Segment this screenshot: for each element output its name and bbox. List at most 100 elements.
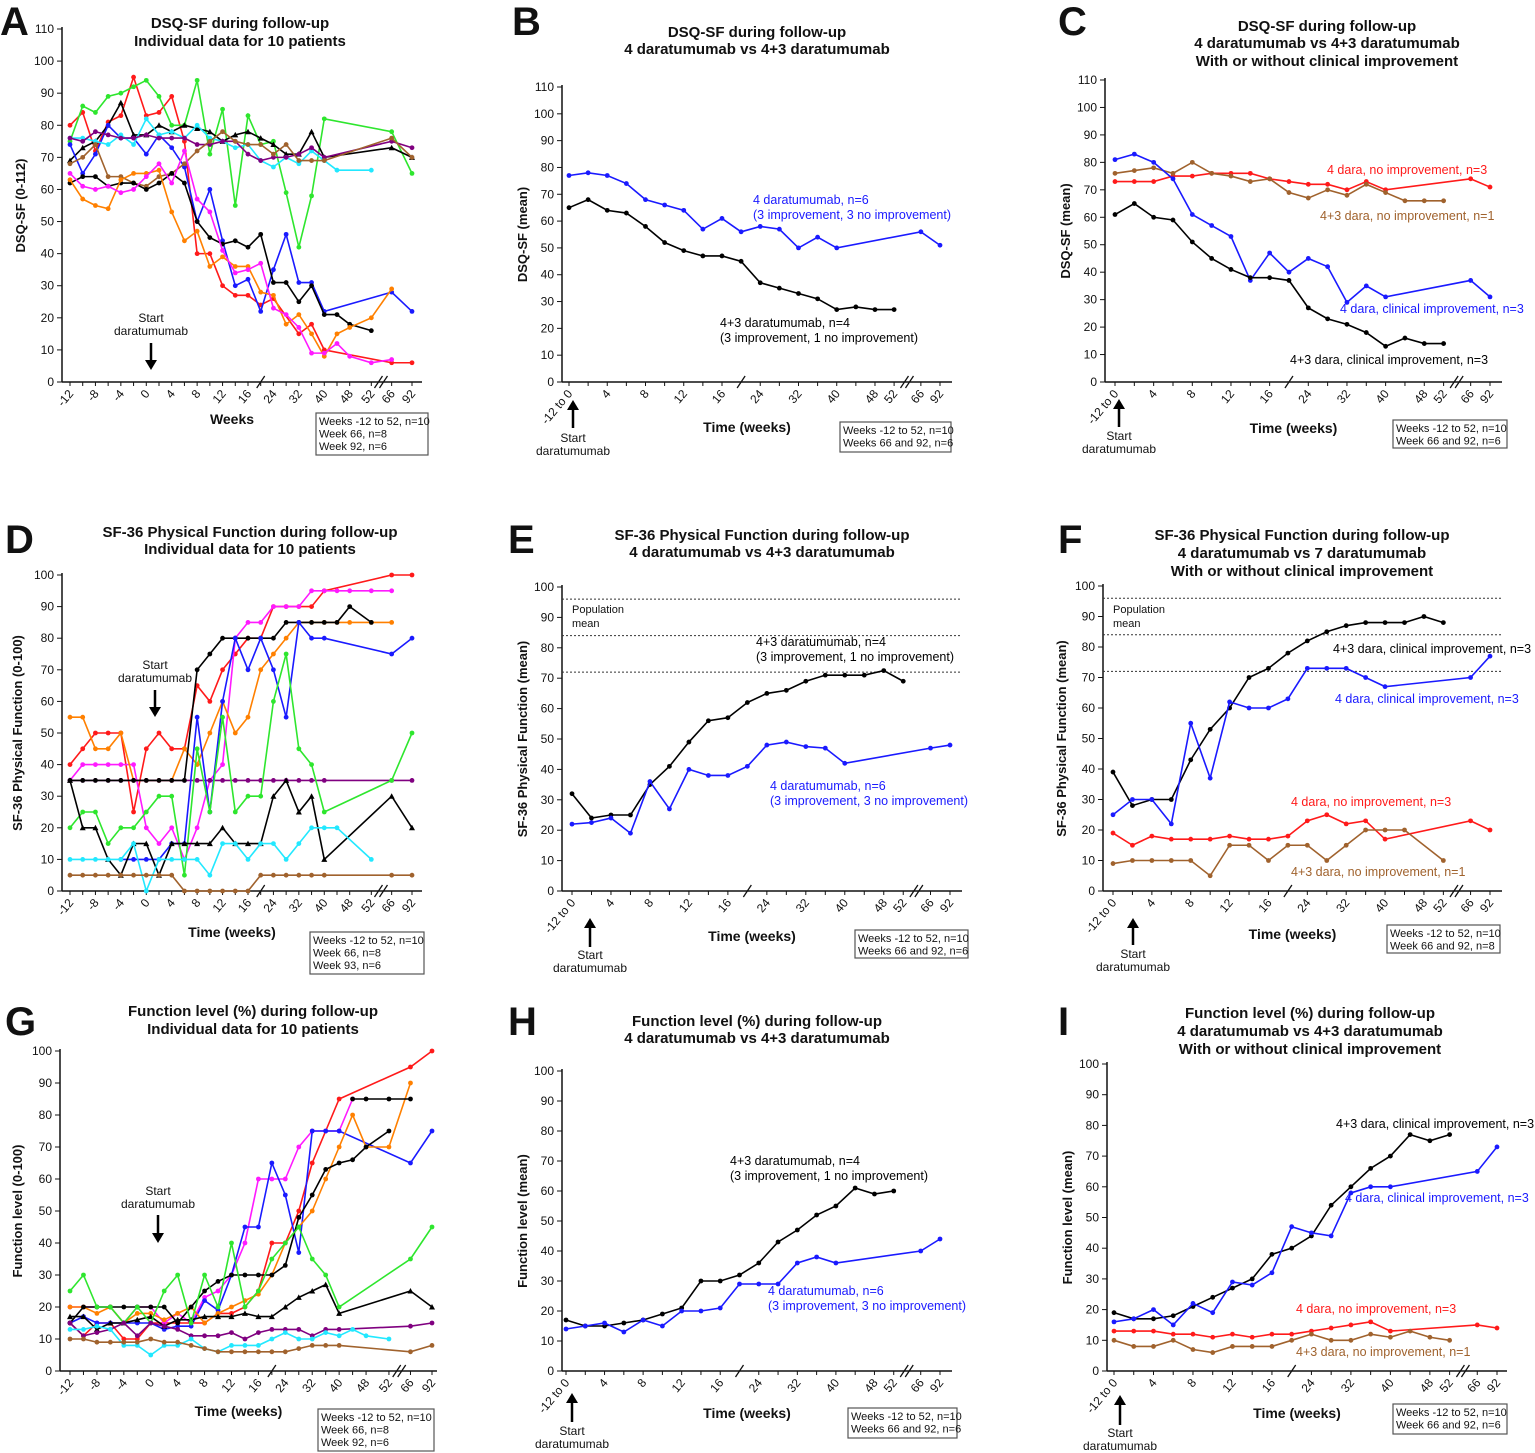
chart-title: Individual data for 10 patients — [144, 541, 356, 558]
data-point — [408, 1323, 413, 1329]
data-point — [220, 283, 225, 289]
data-point — [409, 171, 415, 176]
y-tick-label: 10 — [541, 348, 555, 362]
data-point — [1344, 299, 1350, 305]
data-point — [156, 778, 162, 783]
data-point — [602, 1320, 607, 1326]
data-point — [80, 196, 86, 202]
data-point — [1149, 797, 1155, 802]
y-tick-label: 90 — [541, 610, 555, 624]
data-point — [1246, 675, 1252, 680]
x-tick-label: 66 — [1458, 896, 1478, 915]
data-point — [1228, 234, 1234, 239]
data-point — [1151, 1307, 1156, 1312]
x-axis-label: Time (weeks) — [188, 924, 276, 940]
data-point — [220, 248, 225, 253]
data-point — [822, 745, 828, 751]
data-point — [1249, 1282, 1255, 1288]
data-point — [1151, 179, 1157, 184]
data-point — [918, 1248, 924, 1254]
x-tick-label: 66 — [397, 1376, 417, 1395]
y-tick-label: 60 — [1082, 701, 1096, 715]
series-line — [70, 826, 372, 894]
start-annotation: daratumumab — [118, 671, 192, 685]
data-point — [350, 1327, 356, 1332]
data-point — [269, 1272, 275, 1278]
x-tick-label: 12 — [1218, 387, 1238, 406]
arrow-up-icon — [1113, 399, 1125, 409]
y-tick-label: 90 — [541, 1094, 555, 1108]
data-point — [143, 746, 149, 752]
y-tick-label: 20 — [39, 1300, 53, 1314]
data-point — [336, 1096, 342, 1102]
data-point — [409, 872, 415, 878]
y-tick-label: 70 — [39, 1140, 53, 1154]
y-tick-label: 90 — [41, 600, 55, 614]
data-point — [667, 806, 672, 812]
sample-size-note: Weeks -12 to 52, n=10 — [321, 1412, 432, 1424]
data-point — [1111, 1337, 1117, 1343]
series-label: 4 dara, clinical improvement, n=3 — [1340, 302, 1524, 316]
data-point — [81, 1336, 86, 1342]
x-tick-label: 92 — [1477, 896, 1497, 915]
data-point — [1309, 1331, 1314, 1337]
data-point — [93, 762, 98, 767]
data-point — [94, 1311, 100, 1316]
data-point — [1247, 275, 1253, 281]
data-point — [321, 312, 327, 318]
data-point — [207, 151, 213, 157]
data-point — [169, 857, 175, 862]
data-point — [321, 620, 327, 625]
data-point — [783, 687, 789, 693]
data-point — [1266, 705, 1271, 711]
data-point — [67, 1320, 73, 1326]
data-point — [1348, 1322, 1354, 1328]
y-tick-label: 70 — [1084, 183, 1098, 197]
data-point — [194, 196, 200, 202]
x-tick-label: 40 — [823, 1376, 843, 1395]
data-point — [148, 1304, 154, 1310]
data-point — [194, 125, 201, 131]
data-point — [1130, 797, 1135, 802]
data-point — [269, 1256, 275, 1262]
axis-break-mark — [909, 884, 924, 898]
data-point — [296, 158, 302, 163]
data-point — [271, 292, 276, 298]
data-point — [1343, 821, 1349, 827]
data-point — [93, 730, 98, 736]
data-point — [389, 135, 395, 141]
data-point — [566, 173, 572, 178]
data-point — [1383, 294, 1389, 300]
data-point — [621, 1329, 627, 1335]
x-axis-label: Time (weeks) — [1253, 1405, 1341, 1421]
data-point — [245, 620, 251, 625]
data-point — [182, 778, 187, 783]
data-point — [169, 872, 175, 878]
y-tick-label: 30 — [541, 793, 555, 807]
sample-size-note: Week 92, n=6 — [319, 441, 387, 453]
start-annotation: Start — [142, 658, 168, 672]
x-tick-label: 52 — [881, 1376, 901, 1395]
y-tick-label: 40 — [41, 247, 55, 261]
arrow-down-icon — [149, 707, 161, 717]
y-tick-label: 90 — [39, 1076, 53, 1090]
series-line — [70, 117, 372, 171]
series-line — [1114, 202, 1444, 348]
data-point — [107, 1304, 113, 1310]
panel-i: I Function level (%) during follow-up4 da… — [1058, 1000, 1534, 1453]
data-point — [169, 129, 175, 135]
panel-g: G Function level (%) during follow-upIndi… — [5, 1000, 439, 1452]
y-tick-label: 0 — [47, 375, 54, 389]
data-point — [168, 840, 175, 847]
data-point — [215, 1288, 221, 1294]
data-point — [1328, 1337, 1334, 1343]
data-point — [269, 1327, 275, 1332]
data-point — [143, 187, 149, 192]
data-point — [1309, 1230, 1314, 1236]
data-point — [182, 161, 187, 167]
data-point — [1131, 168, 1137, 174]
y-tick-label: 90 — [541, 134, 555, 148]
data-point — [429, 1048, 435, 1054]
data-point — [131, 778, 136, 783]
data-point — [194, 746, 200, 752]
